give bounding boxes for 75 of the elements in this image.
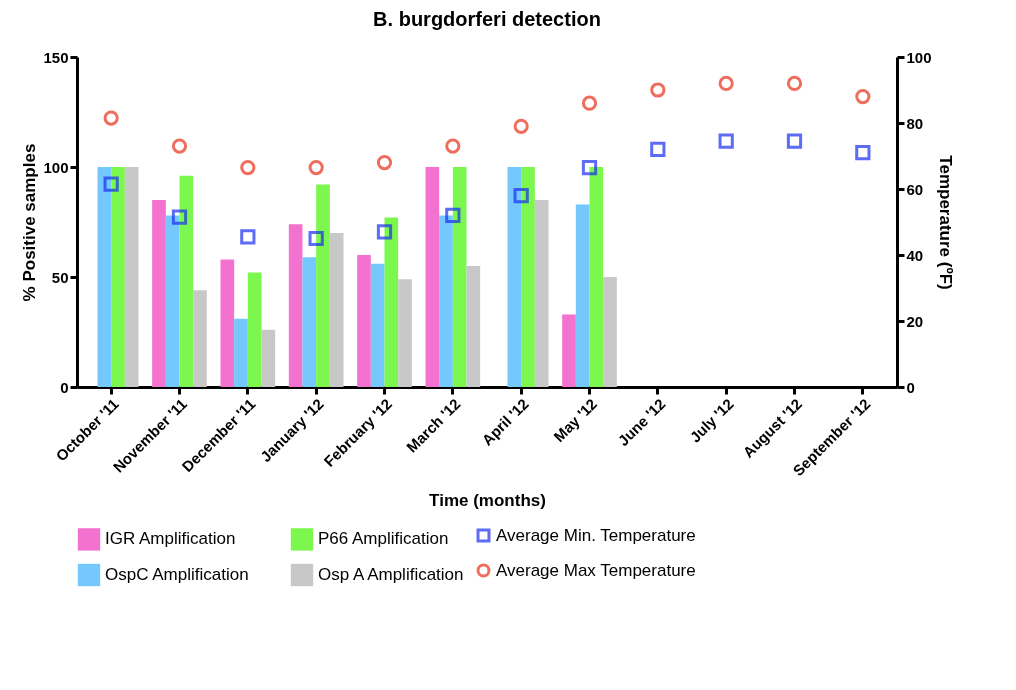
legend-label: Average Min. Temperature	[496, 525, 696, 545]
point	[171, 209, 188, 225]
y2-tick-label: 60	[906, 180, 924, 198]
point	[786, 75, 803, 92]
point	[718, 133, 734, 149]
bar	[261, 329, 276, 387]
point	[650, 141, 666, 158]
point	[855, 88, 871, 105]
x-tick-label: May '12	[550, 395, 601, 446]
point	[103, 110, 119, 126]
bar	[302, 257, 317, 387]
bar	[507, 167, 522, 387]
y-axis-title: % Positive samples	[20, 143, 40, 302]
point	[581, 95, 598, 111]
y2-tick-label: 0	[906, 378, 915, 396]
bar	[384, 217, 399, 387]
point	[103, 176, 119, 192]
bar	[97, 167, 112, 387]
bar	[329, 233, 344, 387]
legend-label: IGR Amplification	[105, 529, 236, 549]
y2-tick-label: 100	[906, 48, 932, 66]
bar	[370, 263, 385, 387]
point	[308, 159, 324, 176]
point	[171, 138, 188, 154]
point	[513, 118, 529, 134]
bar	[398, 279, 412, 387]
bar	[452, 167, 467, 387]
point	[376, 224, 393, 240]
chart-title: B. burgdorferi detection	[373, 8, 601, 30]
legend-label: Osp A Amplification	[318, 565, 464, 584]
bar	[220, 259, 235, 387]
bar	[165, 215, 180, 387]
bar	[575, 204, 590, 387]
point	[376, 154, 393, 171]
bar	[152, 200, 166, 387]
y-tick-label: 150	[43, 48, 69, 66]
point	[786, 133, 803, 149]
bar	[439, 215, 453, 387]
bar	[466, 266, 481, 387]
bar	[288, 224, 303, 387]
y2-tick-label: 20	[906, 312, 924, 330]
bar	[179, 175, 194, 387]
legend-label: P66 Amplification	[318, 529, 449, 549]
legend-label: OspC Amplification	[105, 565, 249, 584]
bar	[124, 167, 139, 387]
point	[445, 207, 461, 224]
y2-tick-label: 40	[906, 246, 924, 264]
bar	[534, 200, 549, 387]
bar	[316, 184, 330, 387]
point	[718, 75, 734, 92]
bar	[234, 318, 248, 387]
point	[855, 145, 871, 161]
point	[240, 229, 256, 245]
bar	[425, 167, 440, 387]
point	[445, 138, 461, 154]
y-tick-label: 50	[51, 268, 69, 286]
y-tick-label: 0	[60, 378, 69, 396]
bar	[521, 167, 535, 387]
bar	[111, 167, 125, 387]
bar	[247, 272, 262, 387]
bar	[193, 290, 207, 387]
point	[581, 159, 598, 176]
point	[513, 187, 529, 204]
y-tick-label: 100	[43, 158, 69, 176]
legend-label: Average Max Temperature	[496, 560, 696, 580]
bar	[562, 314, 576, 387]
point	[240, 159, 256, 176]
y2-tick-label: 80	[906, 114, 924, 132]
point	[308, 230, 324, 247]
bar	[603, 277, 617, 387]
bar	[357, 255, 371, 387]
y2-axis-title: Temperature (ºF)	[935, 155, 955, 290]
point	[650, 82, 666, 98]
bar	[589, 167, 604, 387]
x-axis-title: Time (months)	[429, 491, 546, 511]
